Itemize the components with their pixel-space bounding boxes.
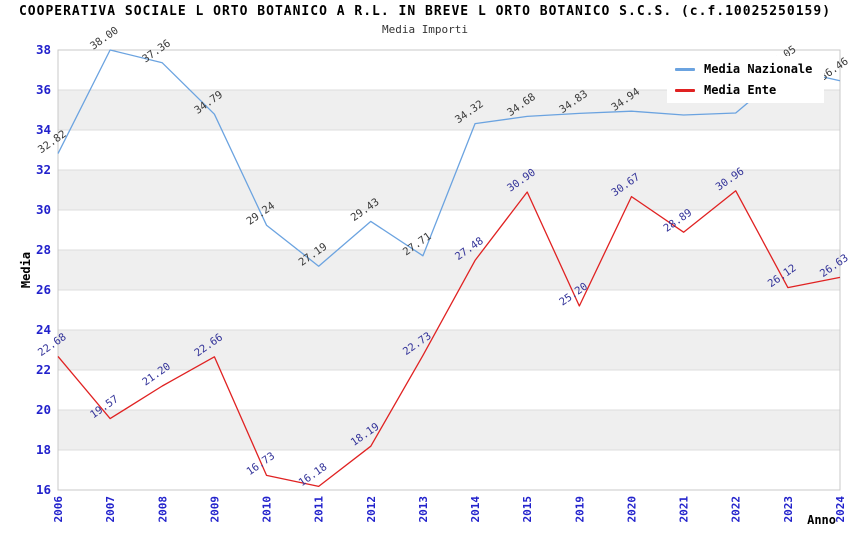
- x-tick-label: 2014: [469, 496, 482, 523]
- y-tick-label: 24: [36, 322, 51, 337]
- plot-band: [58, 370, 840, 410]
- x-tick-label: 2023: [782, 496, 795, 523]
- legend: Media Nazionale Media Ente: [667, 56, 825, 103]
- media-ente-line-swatch: [675, 88, 695, 92]
- y-tick-label: 18: [36, 442, 51, 457]
- plot-band: [58, 130, 840, 170]
- series-line-media-ente: [57, 190, 841, 488]
- x-tick-label: 2013: [417, 496, 430, 523]
- y-tick-label: 36: [36, 82, 51, 97]
- legend-item-media-nazionale: Media Nazionale: [675, 62, 812, 76]
- y-tick-label: 20: [36, 402, 51, 417]
- legend-item-media-ente: Media Ente: [675, 83, 812, 97]
- plot-band: [58, 410, 840, 450]
- x-tick-label: 2021: [678, 496, 691, 523]
- data-label-media-nazionale: 38.00: [88, 25, 121, 53]
- y-axis-title: Media: [19, 252, 33, 288]
- legend-label-media-nazionale: Media Nazionale: [704, 62, 813, 76]
- y-tick-label: 22: [36, 362, 51, 377]
- plot-band: [58, 250, 840, 290]
- chart-title: COOPERATIVA SOCIALE L ORTO BOTANICO A R.…: [18, 4, 832, 19]
- x-tick-label: 2012: [365, 496, 378, 523]
- x-tick-label: 2022: [730, 496, 743, 523]
- x-tick-label: 2024: [834, 496, 847, 523]
- y-tick-label: 30: [36, 202, 51, 217]
- plot-band: [58, 210, 840, 250]
- chart-subtitle: Media Importi: [381, 23, 469, 36]
- plot-band: [58, 330, 840, 370]
- y-tick-label: 28: [36, 242, 51, 257]
- x-tick-label: 2019: [573, 496, 586, 523]
- legend-label-media-ente: Media Ente: [704, 83, 777, 97]
- plot-frame: [57, 49, 841, 491]
- y-tick-label: 34: [36, 122, 51, 137]
- x-tick-label: 2015: [521, 496, 534, 523]
- media-nazionale-line-swatch: [675, 67, 695, 71]
- x-tick-label: 2010: [261, 496, 274, 523]
- x-tick-label: 2011: [313, 496, 326, 523]
- y-tick-label: 38: [36, 42, 51, 57]
- x-tick-label: 2008: [156, 496, 169, 523]
- plot-band: [58, 450, 840, 490]
- y-tick-label: 16: [36, 482, 51, 497]
- y-tick-label: 26: [36, 282, 51, 297]
- plot-band: [58, 290, 840, 330]
- x-tick-label: 2007: [104, 496, 117, 523]
- y-tick-label: 32: [36, 162, 51, 177]
- x-tick-label: 2006: [52, 496, 65, 523]
- x-tick-label: 2009: [208, 496, 221, 523]
- x-tick-label: 2020: [625, 496, 638, 523]
- x-axis-title: Anno: [807, 513, 836, 527]
- series-line-media-nazionale: [57, 49, 841, 267]
